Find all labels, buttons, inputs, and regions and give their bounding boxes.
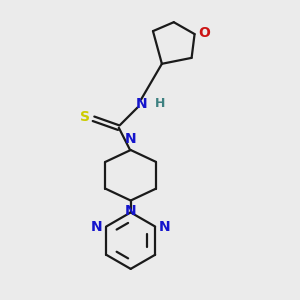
Text: N: N xyxy=(125,204,136,218)
Text: S: S xyxy=(80,110,90,124)
Text: N: N xyxy=(159,220,170,233)
Text: H: H xyxy=(155,98,166,110)
Text: N: N xyxy=(125,132,136,146)
Text: O: O xyxy=(198,26,210,40)
Text: N: N xyxy=(135,97,147,111)
Text: N: N xyxy=(91,220,103,233)
